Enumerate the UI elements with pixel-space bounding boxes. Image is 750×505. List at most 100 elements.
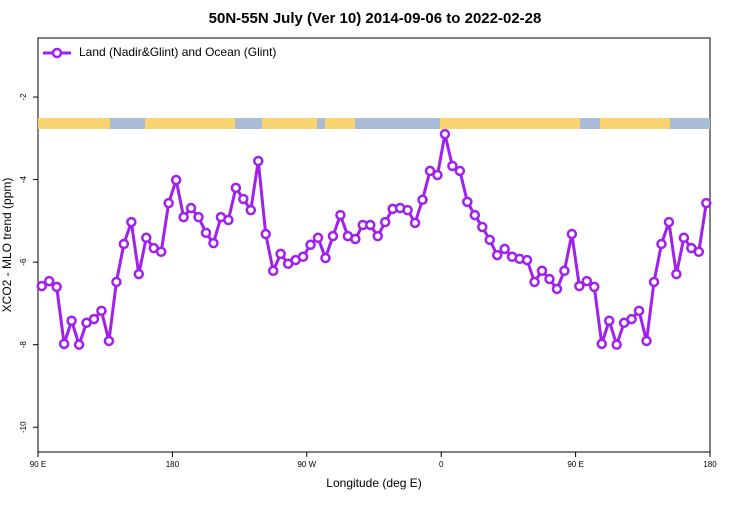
data-point	[701, 197, 712, 209]
y-tick-label: -6	[19, 258, 28, 266]
land-strip	[38, 118, 110, 129]
data-point	[193, 211, 204, 223]
data-point	[551, 283, 563, 295]
data-point	[447, 160, 458, 172]
data-point	[200, 227, 212, 239]
data-point	[178, 211, 189, 223]
data-point	[469, 209, 481, 221]
data-point	[58, 338, 70, 350]
data-point	[305, 239, 316, 251]
x-tick-label: 90 E	[30, 460, 46, 469]
y-tick-label: -2	[19, 93, 28, 101]
data-point	[596, 338, 607, 350]
data-point	[648, 276, 660, 288]
land-strip	[262, 118, 317, 129]
plot-frame	[37, 37, 711, 453]
data-point	[73, 339, 85, 350]
data-point	[88, 313, 100, 325]
data-point	[656, 238, 667, 250]
data-point	[574, 280, 585, 292]
data-point	[133, 268, 145, 280]
data-point	[43, 275, 55, 287]
data-point	[603, 315, 615, 326]
data-point	[529, 276, 540, 288]
data-point	[103, 335, 115, 347]
data-point	[260, 228, 271, 240]
x-tick-label: 0	[439, 460, 444, 469]
data-point	[350, 233, 361, 245]
data-point	[36, 280, 47, 292]
data-point	[141, 232, 152, 244]
legend-label: Land (Nadir&Glint) and Ocean (Glint)	[79, 45, 276, 59]
x-axis-label: Longitude (deg E)	[326, 476, 421, 490]
data-point	[51, 281, 62, 293]
data-point	[566, 228, 578, 240]
data-point	[641, 335, 652, 347]
y-tick-label: -4	[19, 175, 28, 183]
data-point	[439, 128, 451, 140]
data-point	[432, 169, 443, 181]
data-point	[335, 209, 346, 221]
data-point	[521, 254, 533, 266]
land-strip	[600, 118, 670, 129]
data-point	[170, 174, 182, 186]
x-tick-label: 90 E	[567, 460, 583, 469]
land-strip	[145, 118, 235, 129]
data-point	[424, 165, 436, 177]
data-point	[663, 216, 675, 228]
land-strip	[440, 118, 580, 129]
data-point	[678, 232, 690, 244]
data-point	[499, 243, 510, 255]
data-point	[633, 305, 645, 317]
data-point	[327, 230, 339, 242]
data-point	[536, 265, 548, 277]
data-point	[223, 214, 234, 226]
data-point	[671, 268, 682, 280]
data-point	[417, 194, 428, 206]
data-point	[96, 305, 107, 317]
data-point	[365, 219, 376, 231]
data-point	[111, 276, 122, 288]
y-axis-label: XCO2 - MLO trend (ppm)	[0, 178, 14, 313]
data-point	[491, 249, 503, 261]
data-point	[611, 339, 622, 350]
data-point	[372, 230, 383, 242]
data-point	[626, 313, 637, 325]
x-tick-label: 90 W	[297, 460, 316, 469]
land-ocean-strip	[38, 118, 710, 129]
data-point	[484, 234, 495, 246]
data-point	[245, 204, 257, 216]
y-tick-label: -10	[19, 421, 28, 433]
data-point	[66, 315, 77, 326]
data-point	[589, 281, 600, 293]
data-point	[155, 246, 167, 258]
data-point	[402, 204, 413, 216]
x-tick-label: 180	[166, 460, 180, 469]
data-point	[275, 248, 286, 260]
data-point	[208, 237, 219, 249]
data-point	[581, 275, 593, 287]
data-point	[230, 182, 242, 194]
data-point	[267, 265, 279, 277]
data-point	[477, 221, 488, 233]
land-strip	[325, 118, 355, 129]
x-tick-label: 180	[703, 460, 717, 469]
data-point	[379, 216, 391, 228]
ocean-strip	[38, 118, 710, 129]
data-point	[312, 232, 324, 244]
data-point	[544, 273, 555, 285]
data-point	[118, 238, 130, 250]
y-tick-label: -8	[19, 341, 28, 349]
legend-marker	[51, 47, 63, 59]
data-point	[126, 216, 137, 228]
chart-title: 50N-55N July (Ver 10) 2014-09-06 to 2022…	[209, 10, 542, 27]
data-point	[693, 246, 705, 258]
data-point	[462, 196, 473, 208]
data-point	[409, 217, 421, 229]
data-point	[185, 202, 197, 214]
data-point	[559, 265, 570, 277]
data-point	[253, 155, 264, 167]
data-point	[163, 197, 174, 209]
data-point	[320, 252, 331, 264]
